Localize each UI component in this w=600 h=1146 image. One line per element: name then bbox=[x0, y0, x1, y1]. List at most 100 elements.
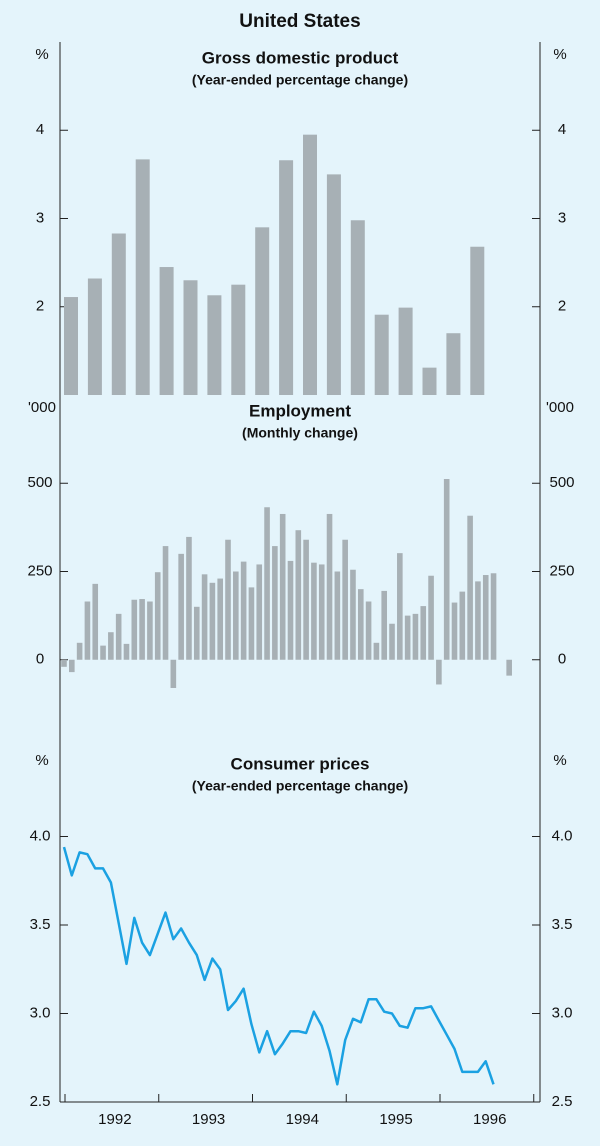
bar bbox=[186, 536, 192, 660]
bar bbox=[482, 575, 489, 660]
y-tick-label: 2 bbox=[558, 298, 566, 315]
bar bbox=[115, 613, 122, 660]
bar bbox=[506, 659, 512, 676]
bar bbox=[139, 599, 145, 660]
bar bbox=[389, 623, 395, 660]
bar bbox=[295, 530, 302, 660]
bar bbox=[342, 539, 348, 660]
bar bbox=[84, 601, 91, 660]
bar bbox=[135, 159, 150, 395]
y-tick-label: 500 bbox=[549, 474, 574, 491]
y-tick-label: 250 bbox=[27, 562, 52, 579]
bar bbox=[326, 174, 341, 395]
bar bbox=[398, 307, 413, 395]
y-tick-label: 3.0 bbox=[30, 1004, 51, 1021]
bar bbox=[446, 333, 461, 395]
y-tick-label: 3 bbox=[558, 209, 566, 226]
bar bbox=[233, 571, 239, 660]
unit-label: % bbox=[553, 46, 566, 63]
unit-label: % bbox=[35, 752, 48, 769]
bar bbox=[287, 560, 294, 660]
x-tick-label: 1996 bbox=[473, 1111, 506, 1128]
bar bbox=[255, 227, 270, 395]
bar bbox=[404, 615, 411, 660]
y-tick-label: 3.5 bbox=[552, 916, 573, 933]
bar bbox=[100, 645, 106, 660]
bar bbox=[381, 590, 388, 660]
bar bbox=[154, 572, 161, 660]
panel-subtitle: (Year-ended percentage change) bbox=[192, 778, 408, 794]
bar bbox=[201, 574, 208, 660]
y-tick-label: 3.5 bbox=[30, 916, 51, 933]
y-tick-label: 500 bbox=[27, 474, 52, 491]
bar bbox=[264, 507, 270, 660]
panel-title: Gross domestic product bbox=[202, 48, 399, 67]
bar bbox=[123, 643, 130, 660]
bar bbox=[231, 284, 246, 395]
bar bbox=[350, 220, 365, 395]
bar bbox=[350, 569, 356, 660]
x-tick-label: 1994 bbox=[286, 1111, 319, 1128]
unit-label: '000 bbox=[546, 399, 574, 416]
bar bbox=[428, 575, 434, 660]
x-tick-label: 1995 bbox=[379, 1111, 412, 1128]
bar bbox=[303, 134, 317, 395]
y-tick-label: 3 bbox=[36, 209, 44, 226]
panel-title: Employment bbox=[249, 401, 351, 420]
bar bbox=[183, 280, 198, 395]
bar bbox=[193, 606, 200, 660]
y-tick-label: 0 bbox=[36, 651, 44, 668]
bar bbox=[459, 591, 466, 660]
bar bbox=[420, 606, 427, 660]
bar bbox=[69, 659, 75, 673]
unit-label: '000 bbox=[28, 399, 56, 416]
bar bbox=[159, 267, 174, 395]
bar bbox=[170, 659, 177, 688]
bar bbox=[248, 587, 255, 660]
bar bbox=[357, 589, 364, 660]
y-tick-label: 2.5 bbox=[30, 1093, 51, 1110]
bar bbox=[147, 601, 153, 660]
bar bbox=[61, 659, 67, 667]
bar bbox=[467, 515, 473, 660]
unit-label: % bbox=[553, 752, 566, 769]
bar bbox=[374, 314, 389, 395]
bar bbox=[470, 246, 485, 395]
bar bbox=[178, 553, 184, 660]
bar bbox=[451, 602, 458, 660]
bar bbox=[334, 571, 341, 660]
bar bbox=[443, 479, 450, 660]
y-tick-label: 4.0 bbox=[552, 827, 573, 844]
bar bbox=[108, 632, 114, 660]
bar bbox=[272, 546, 278, 660]
y-tick-label: 4 bbox=[36, 121, 44, 138]
bar bbox=[131, 599, 138, 660]
panel-subtitle: (Year-ended percentage change) bbox=[192, 72, 408, 88]
bar bbox=[397, 553, 403, 660]
y-tick-label: 0 bbox=[558, 651, 566, 668]
bar bbox=[87, 278, 102, 395]
bar bbox=[162, 546, 169, 660]
y-tick-label: 2.5 bbox=[552, 1093, 573, 1110]
y-tick-label: 4.0 bbox=[30, 827, 51, 844]
bar bbox=[217, 578, 223, 660]
bar bbox=[92, 583, 99, 660]
y-tick-label: 250 bbox=[549, 562, 574, 579]
y-tick-label: 4 bbox=[558, 121, 566, 138]
bar bbox=[490, 573, 497, 660]
bar bbox=[279, 513, 286, 660]
bar bbox=[207, 295, 222, 395]
bar bbox=[373, 642, 380, 660]
bar bbox=[422, 367, 437, 395]
bar bbox=[303, 539, 309, 660]
bar bbox=[318, 564, 325, 660]
line bbox=[62, 846, 495, 1086]
bar bbox=[412, 613, 419, 660]
bar bbox=[279, 160, 294, 395]
bar bbox=[365, 601, 372, 660]
y-tick-label: 2 bbox=[36, 298, 44, 315]
x-tick-label: 1992 bbox=[98, 1111, 131, 1128]
bar bbox=[64, 297, 78, 395]
unit-label: % bbox=[35, 46, 48, 63]
